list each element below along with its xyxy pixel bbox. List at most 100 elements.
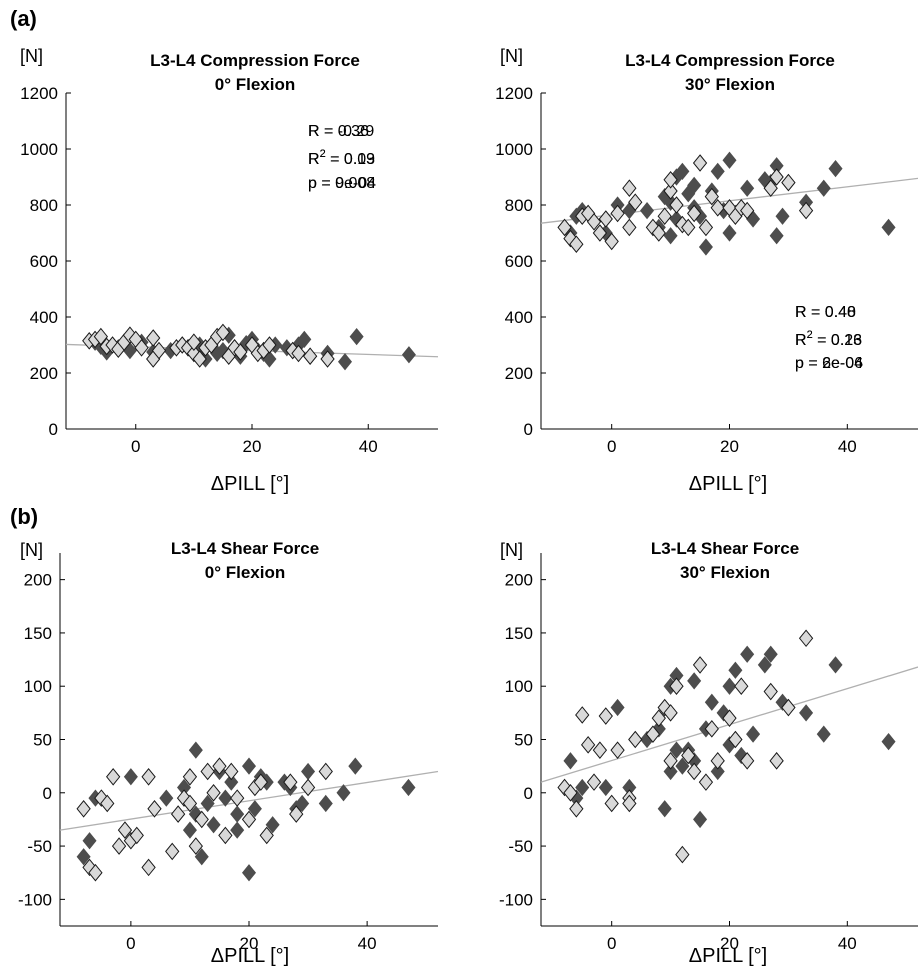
data-point <box>681 746 696 765</box>
y-tick-label: 100 <box>505 677 533 696</box>
data-point <box>675 162 690 181</box>
data-point <box>188 741 203 759</box>
data-point <box>336 784 351 802</box>
data-point <box>586 773 602 791</box>
data-point <box>318 794 333 813</box>
series-dark-points <box>76 741 416 882</box>
chart-subtitle: 30° Flexion <box>680 563 770 582</box>
x-tick-label: 40 <box>359 437 378 456</box>
data-point <box>775 207 790 225</box>
y-tick-label: 600 <box>30 252 58 271</box>
y-unit-label: [N] <box>20 46 43 66</box>
data-point <box>763 179 778 197</box>
data-point <box>687 762 702 781</box>
y-tick-label: -50 <box>27 837 52 856</box>
data-point <box>798 201 814 220</box>
data-point <box>218 789 233 807</box>
data-point <box>186 333 202 351</box>
data-point <box>93 327 109 346</box>
data-point <box>640 201 655 220</box>
data-point <box>881 218 896 237</box>
data-point <box>698 218 714 237</box>
stat-p: p = 6e-06 <box>795 355 863 372</box>
y-tick-label: 150 <box>24 624 52 643</box>
data-point <box>663 182 678 200</box>
data-point <box>200 794 215 813</box>
series-light-points <box>557 154 814 253</box>
x-axis-label: ΔPILL [°] <box>689 945 767 967</box>
data-point <box>604 794 619 813</box>
chart-shear-0-flexion: [N] L3-L4 Shear Force 0° Flexion ΔPILL [… <box>18 123 439 967</box>
stat-r: R = -0.29 <box>308 123 374 140</box>
data-point <box>297 330 312 349</box>
x-axis-label: ΔPILL [°] <box>211 473 289 495</box>
data-point <box>598 210 613 228</box>
data-point <box>100 794 115 813</box>
data-point <box>669 741 684 759</box>
y-tick-label: -50 <box>508 837 533 856</box>
data-point <box>728 661 743 679</box>
x-axis-label: ΔPILL [°] <box>211 945 289 967</box>
data-point <box>693 810 708 829</box>
data-point <box>170 805 186 823</box>
stat-r: R = 0.48 <box>795 304 856 321</box>
y-tick-label: 200 <box>30 364 58 383</box>
data-point <box>111 837 127 855</box>
data-point <box>563 752 578 770</box>
data-point <box>337 353 353 371</box>
data-point <box>182 821 197 839</box>
chart-compression-0-flexion: [N] L3-L4 Compression Force 0° Flexion Δ… <box>20 46 439 495</box>
x-axis-label: ΔPILL [°] <box>689 473 767 495</box>
data-point <box>265 816 280 834</box>
chart-subtitle: 0° Flexion <box>205 563 285 582</box>
chart-shear-30-flexion: [N] L3-L4 Shear Force 30° Flexion ΔPILL … <box>499 304 918 967</box>
series-light-points <box>76 757 333 882</box>
x-tick-label: 40 <box>838 934 857 953</box>
data-point <box>675 757 690 775</box>
data-point <box>82 832 97 850</box>
data-point <box>200 762 215 781</box>
y-tick-label: 0 <box>524 420 533 439</box>
data-point <box>604 232 619 251</box>
data-point <box>557 218 572 237</box>
data-point <box>663 227 678 245</box>
data-point <box>76 799 91 818</box>
y-tick-label: 0 <box>524 784 533 803</box>
stat-p: p = 2e-04 <box>795 355 863 372</box>
data-point <box>663 171 678 189</box>
data-point <box>769 168 784 186</box>
data-point <box>291 344 306 363</box>
data-point <box>289 805 304 823</box>
data-point <box>320 350 335 368</box>
y-tick-label: -100 <box>499 890 533 909</box>
data-point <box>580 736 596 754</box>
data-point <box>592 224 608 242</box>
data-point <box>698 773 714 791</box>
data-point <box>704 693 719 711</box>
data-point <box>241 810 257 829</box>
data-point <box>763 682 778 701</box>
panel-label-b: (b) <box>10 504 38 529</box>
data-point <box>781 173 796 192</box>
data-point <box>215 323 231 342</box>
data-point <box>259 826 274 845</box>
y-tick-label: 800 <box>505 196 533 215</box>
data-point <box>734 677 749 696</box>
data-point <box>123 768 138 786</box>
data-point <box>206 816 221 834</box>
data-point <box>828 159 843 178</box>
x-tick-label: 20 <box>720 437 739 456</box>
panel-label-a: (a) <box>10 6 37 31</box>
data-point <box>692 154 708 172</box>
data-point <box>159 789 174 807</box>
data-point <box>710 162 725 181</box>
data-point <box>188 837 203 855</box>
chart-title: L3-L4 Compression Force <box>625 51 835 70</box>
data-point <box>610 698 625 717</box>
data-point <box>224 762 239 781</box>
stat-p: p = 9e-04 <box>308 175 376 192</box>
data-point <box>230 789 245 807</box>
data-point <box>710 199 725 217</box>
data-point <box>681 218 696 237</box>
data-point <box>722 224 737 242</box>
